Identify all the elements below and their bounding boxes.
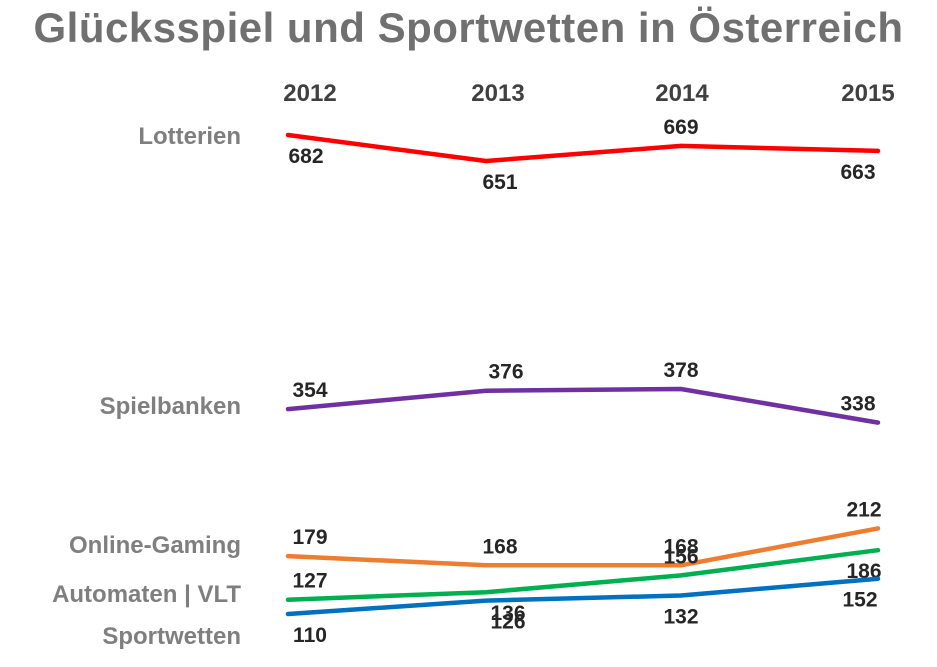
data-label: 152: [842, 589, 877, 612]
data-label: 126: [490, 611, 525, 634]
series-label: Spielbanken: [100, 393, 241, 420]
data-label: 338: [840, 393, 875, 416]
data-label: 354: [292, 379, 327, 402]
data-label: 669: [663, 116, 698, 139]
data-label: 179: [292, 526, 327, 549]
series-label: Lotterien: [138, 123, 241, 150]
series-line: [285, 526, 881, 568]
data-label: 682: [288, 145, 323, 168]
data-label: 168: [663, 535, 698, 558]
data-label: 156: [663, 545, 698, 568]
data-label: 212: [846, 498, 881, 521]
data-label: 127: [292, 570, 327, 593]
series-line: [285, 132, 881, 164]
series-label: Online-Gaming: [69, 532, 241, 559]
chart-title: Glücksspiel und Sportwetten in Österreic…: [33, 4, 904, 51]
data-label: 136: [490, 602, 525, 625]
x-tick-label: 2013: [471, 80, 524, 107]
x-tick-label: 2014: [655, 80, 709, 107]
data-label: 168: [482, 535, 517, 558]
data-label: 663: [840, 161, 875, 184]
series-line: [285, 386, 881, 425]
series-label: Automaten | VLT: [52, 581, 241, 608]
x-tick-label: 2012: [283, 80, 336, 107]
data-label: 132: [663, 606, 698, 629]
data-label: 376: [488, 361, 523, 384]
series-label: Sportwetten: [102, 623, 241, 650]
x-tick-label: 2015: [841, 80, 894, 107]
data-label: 651: [482, 171, 517, 194]
series-line: [285, 547, 881, 602]
series-line: [285, 576, 881, 617]
data-label: 378: [663, 359, 698, 382]
data-label: 110: [293, 624, 327, 647]
